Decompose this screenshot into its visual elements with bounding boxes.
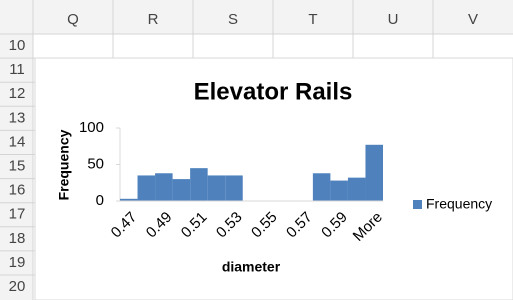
column-header: V <box>468 11 478 28</box>
legend-swatch <box>413 200 422 209</box>
row-header: 20 <box>9 278 26 295</box>
bar <box>190 168 208 201</box>
bar <box>172 179 191 201</box>
row-header: 15 <box>9 158 26 175</box>
column-header: Q <box>67 11 79 28</box>
bar <box>312 173 331 201</box>
bar <box>330 180 348 201</box>
column-header: U <box>388 11 399 28</box>
row-header: 14 <box>9 133 26 150</box>
y-tick-label: 50 <box>87 155 104 172</box>
column-header: T <box>308 11 317 28</box>
row-header: 19 <box>9 254 26 271</box>
column-header-band <box>0 0 513 34</box>
row-header: 10 <box>9 37 26 54</box>
bar <box>365 144 383 201</box>
y-tick-label: 0 <box>96 192 104 209</box>
y-axis-title: Frequency <box>56 129 72 200</box>
x-axis-title: diameter <box>222 259 281 275</box>
y-tick-label: 100 <box>79 119 104 136</box>
row-header: 17 <box>9 206 26 223</box>
row-header: 18 <box>9 230 26 247</box>
legend-label: Frequency <box>426 196 492 212</box>
row-header: 13 <box>9 109 26 126</box>
bar <box>155 173 173 201</box>
bar <box>137 175 156 201</box>
chart-area[interactable] <box>34 57 513 300</box>
bar <box>207 175 226 201</box>
bar <box>120 198 138 201</box>
column-header: S <box>228 11 238 28</box>
bar <box>347 177 366 201</box>
row-header-band <box>0 0 33 300</box>
column-header: R <box>148 11 159 28</box>
chart-title: Elevator Rails <box>194 78 353 105</box>
row-header: 12 <box>9 85 26 102</box>
row-header: 11 <box>9 61 25 78</box>
bar <box>225 175 243 201</box>
row-header: 16 <box>9 182 26 199</box>
